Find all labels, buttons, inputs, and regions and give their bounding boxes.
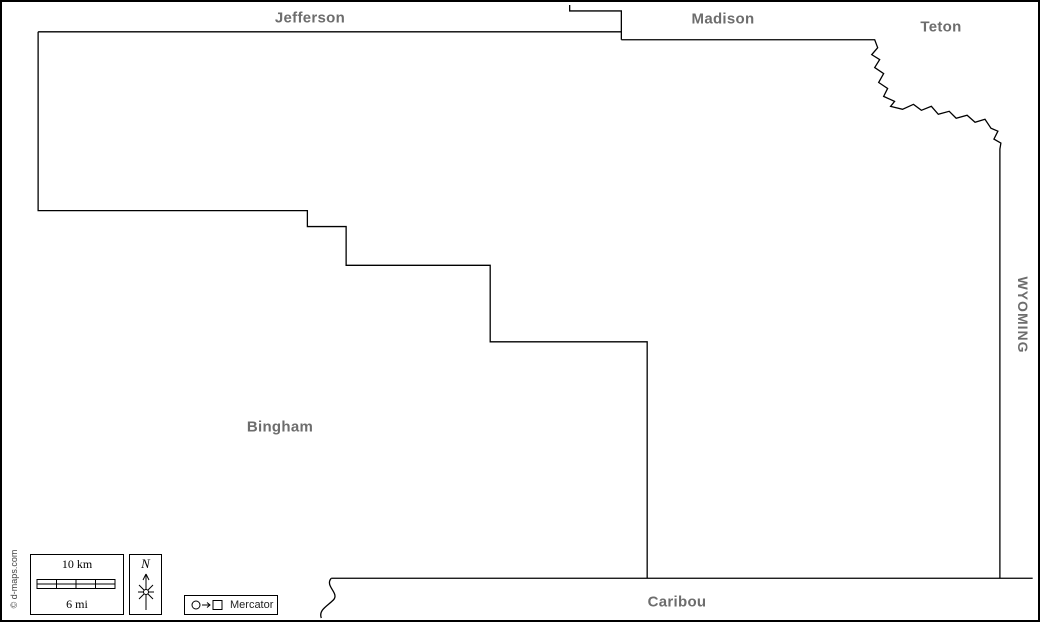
region-label-madison: Madison — [691, 10, 755, 28]
boundary-jefferson-madison-notch — [569, 4, 622, 40]
attribution-text: © d-maps.com — [9, 549, 19, 609]
region-label-teton: Teton — [920, 18, 962, 36]
scale-box: 10 km 6 mi — [30, 554, 124, 615]
projection-label: Mercator — [230, 599, 274, 611]
north-arrow-icon — [137, 573, 154, 610]
scale-km-label: 10 km — [61, 557, 93, 571]
north-box: N — [129, 554, 162, 615]
region-label-bingham: Bingham — [246, 418, 314, 436]
scale-bar — [36, 579, 116, 589]
mercator-projection-icon — [191, 600, 223, 610]
scale-mi-label: 6 mi — [66, 597, 88, 611]
region-label-caribou: Caribou — [647, 593, 707, 611]
boundary-bingham-caribou-river — [320, 577, 336, 619]
north-label: N — [141, 556, 150, 571]
boundary-madison-teton-wyoming — [621, 39, 1002, 579]
region-label-wyoming: WYOMING — [1015, 276, 1031, 354]
boundary-west-bingham — [37, 31, 648, 579]
region-label-jefferson: Jefferson — [274, 9, 346, 27]
projection-box: Mercator — [184, 595, 278, 615]
